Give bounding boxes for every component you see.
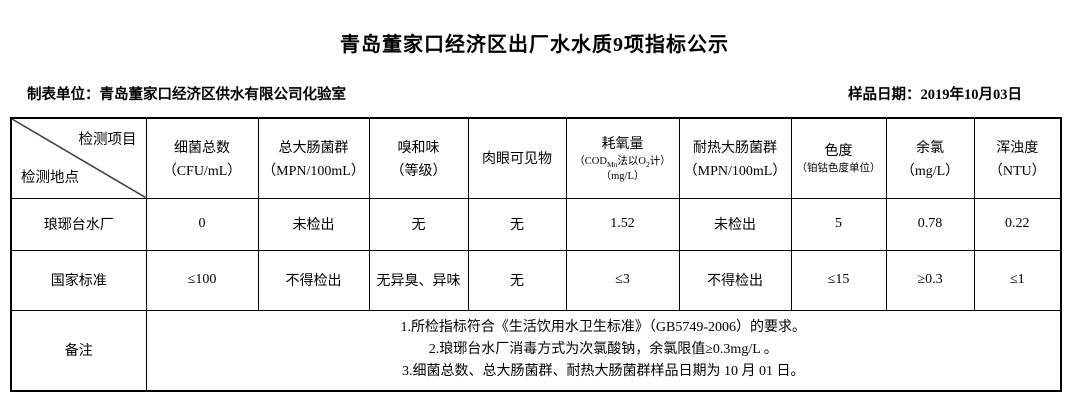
col-header-unit: （铂钴色度单位） [796, 163, 881, 175]
cell-value: ≤3 [565, 249, 680, 311]
cell-value: 不得检出 [257, 249, 370, 311]
col-header-name: 细菌总数 [174, 140, 230, 156]
col-header-bacteria-count: 细菌总数 （CFU/mL） [145, 117, 259, 199]
prepared-by-label: 制表单位：青岛董家口经济区供水有限公司化验室 [27, 87, 346, 103]
col-header-unit: （NTU） [988, 163, 1046, 179]
cell-value: 未检出 [678, 197, 792, 251]
cod-unit-mid: 法以O [617, 156, 646, 167]
cell-value: 无 [368, 197, 469, 251]
sample-date-label: 样品日期：2019年10月03日 [848, 87, 1022, 103]
cell-value: 无 [467, 249, 567, 311]
col-header-unit: （CODMn法以O2计）（mg/L） [567, 155, 678, 183]
col-header-name: 余氯 [916, 140, 944, 156]
col-header-unit: （CFU/mL） [162, 163, 242, 179]
col-header-name: 色度 [824, 144, 853, 160]
cell-value: 5 [790, 197, 887, 251]
cod-subscript-mn: Mn [606, 160, 618, 170]
corner-header-cell: 检测项目 检测地点 [10, 117, 147, 199]
col-header-name: 肉眼可见物 [482, 152, 552, 168]
cell-value: 0.78 [885, 197, 975, 251]
header-row: 检测项目 检测地点 细菌总数 （CFU/mL） 总大肠菌群 （MPN/100mL… [10, 117, 1062, 199]
col-header-turbidity: 浑浊度 （NTU） [973, 117, 1062, 199]
cell-value: 0 [145, 197, 259, 251]
row-label: 国家标准 [10, 249, 147, 311]
remarks-row: 备注 1.所检指标符合《生活饮用水卫生标准》（GB5749-2006）的要求。 … [10, 309, 1062, 392]
col-header-unit: （等级） [390, 163, 447, 179]
col-header-unit: （mg/L） [900, 163, 960, 179]
remark-line: 3.细菌总数、总大肠菌群、耐热大肠菌群样品日期为 10 月 01 日。 [402, 364, 805, 380]
cell-value: 未检出 [257, 197, 370, 251]
remarks-content: 1.所检指标符合《生活饮用水卫生标准》（GB5749-2006）的要求。 2.琅… [145, 309, 1062, 392]
info-row: 制表单位：青岛董家口经济区供水有限公司化验室 样品日期：2019年10月03日 [0, 57, 1069, 104]
col-header-unit: （MPN/100mL） [683, 163, 787, 179]
cell-value: ≤15 [790, 249, 887, 311]
col-header-residual-chlorine: 余氯 （mg/L） [885, 117, 975, 199]
col-header-name: 耐热大肠菌群 [693, 140, 777, 156]
col-header-heat-resistant-coliform: 耐热大肠菌群 （MPN/100mL） [678, 117, 792, 199]
col-header-name: 浑浊度 [996, 140, 1039, 156]
col-header-visible-matter: 肉眼可见物 [467, 117, 567, 199]
cell-value: 0.22 [973, 197, 1062, 251]
cell-value: 1.52 [565, 197, 680, 251]
cell-value: 不得检出 [678, 249, 792, 311]
cod-unit-prefix: （COD [574, 156, 607, 167]
col-header-chromaticity: 色度 （铂钴色度单位） [790, 117, 887, 199]
corner-label-location: 检测地点 [21, 169, 79, 186]
cell-value: ≤100 [145, 249, 259, 311]
col-header-name: 耗氧量 [601, 137, 644, 152]
remark-line: 1.所检指标符合《生活饮用水卫生标准》（GB5749-2006）的要求。 [400, 319, 807, 335]
table-row-langyatai: 琅琊台水厂 0 未检出 无 无 1.52 未检出 5 0.78 0.22 [10, 197, 1062, 251]
cod-unit-suffix: 计）（mg/L） [600, 156, 671, 182]
table-row-national-standard: 国家标准 ≤100 不得检出 无异臭、异味 无 ≤3 不得检出 ≤15 ≥0.3… [10, 249, 1062, 311]
col-header-unit: （MPN/100mL） [262, 163, 365, 179]
col-header-name: 嗅和味 [397, 140, 440, 156]
row-label: 琅琊台水厂 [10, 197, 147, 251]
water-quality-table: 检测项目 检测地点 细菌总数 （CFU/mL） 总大肠菌群 （MPN/100mL… [10, 117, 1062, 392]
col-header-total-coliform: 总大肠菌群 （MPN/100mL） [257, 117, 370, 199]
remark-line: 2.琅琊台水厂消毒方式为次氯酸钠，余氯限值≥0.3mg/L 。 [428, 342, 778, 358]
cell-value: 无异臭、异味 [368, 249, 469, 311]
col-header-name: 总大肠菌群 [278, 140, 349, 156]
cell-value: ≤1 [973, 249, 1062, 311]
page-title: 青岛董家口经济区出厂水水质9项指标公示 [340, 34, 729, 56]
corner-label-items: 检测项目 [78, 132, 137, 148]
cod-subscript-2: 2 [645, 160, 650, 170]
remarks-label: 备注 [10, 309, 147, 392]
col-header-oxygen-consumption: 耗氧量 （CODMn法以O2计）（mg/L） [565, 117, 680, 199]
col-header-odor-taste: 嗅和味 （等级） [368, 117, 469, 199]
cell-value: ≥0.3 [885, 249, 975, 311]
cell-value: 无 [467, 197, 567, 251]
diagonal-divider-line [12, 119, 146, 198]
